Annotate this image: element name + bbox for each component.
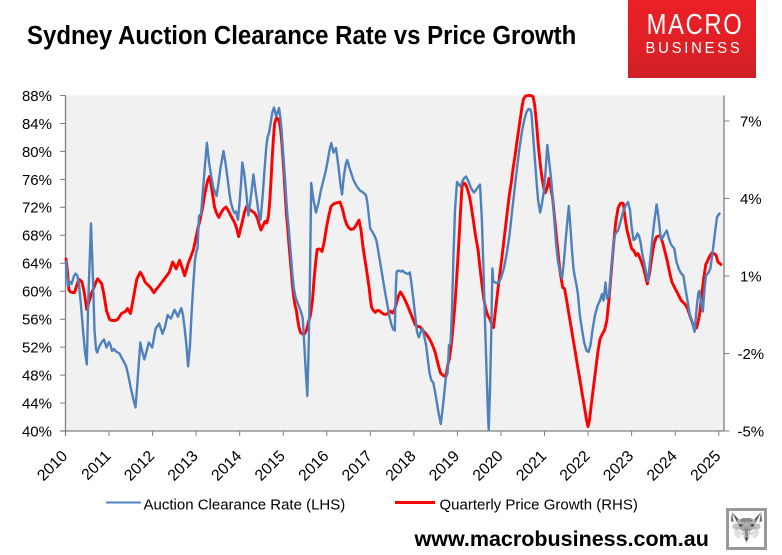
svg-text:4%: 4% <box>740 191 762 208</box>
svg-text:2023: 2023 <box>600 448 637 485</box>
svg-text:60%: 60% <box>22 284 52 301</box>
svg-text:2025: 2025 <box>688 448 725 485</box>
svg-text:88%: 88% <box>22 88 52 105</box>
svg-text:2020: 2020 <box>470 448 507 485</box>
svg-text:2019: 2019 <box>426 448 463 485</box>
svg-text:68%: 68% <box>22 228 52 245</box>
svg-text:2024: 2024 <box>644 448 681 485</box>
svg-text:76%: 76% <box>22 172 52 189</box>
svg-text:Auction Clearance Rate (LHS): Auction Clearance Rate (LHS) <box>144 496 346 513</box>
svg-text:-5%: -5% <box>737 423 764 440</box>
svg-text:2013: 2013 <box>165 448 202 485</box>
svg-text:2012: 2012 <box>121 448 158 485</box>
svg-text:-2%: -2% <box>737 346 764 363</box>
svg-text:2010: 2010 <box>34 448 71 485</box>
svg-text:40%: 40% <box>22 423 52 440</box>
svg-text:44%: 44% <box>22 395 52 412</box>
svg-text:72%: 72% <box>22 200 52 217</box>
svg-text:7%: 7% <box>740 113 762 130</box>
svg-text:2022: 2022 <box>557 448 594 485</box>
svg-text:84%: 84% <box>22 116 52 133</box>
svg-text:64%: 64% <box>22 256 52 273</box>
svg-text:1%: 1% <box>740 268 762 285</box>
svg-text:2017: 2017 <box>339 448 376 485</box>
svg-text:2015: 2015 <box>252 448 289 485</box>
svg-text:80%: 80% <box>22 144 52 161</box>
svg-text:48%: 48% <box>22 368 52 385</box>
svg-text:2016: 2016 <box>296 448 333 485</box>
svg-text:2014: 2014 <box>208 448 245 485</box>
svg-text:2021: 2021 <box>513 448 550 485</box>
svg-text:2018: 2018 <box>383 448 420 485</box>
svg-text:52%: 52% <box>22 340 52 357</box>
svg-text:Quarterly Price Growth (RHS): Quarterly Price Growth (RHS) <box>440 496 638 513</box>
svg-text:56%: 56% <box>22 312 52 329</box>
svg-text:2011: 2011 <box>79 448 115 484</box>
